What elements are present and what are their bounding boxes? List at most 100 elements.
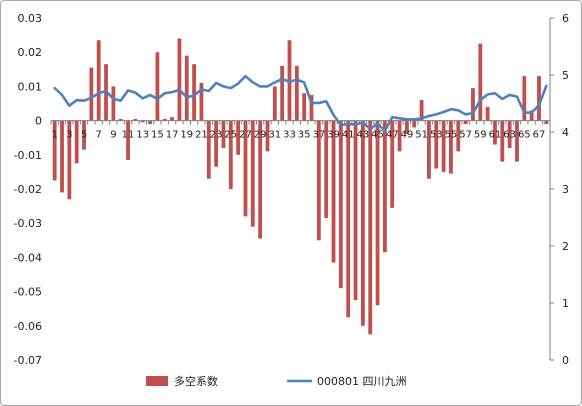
y-left-tick-label: -0.02 xyxy=(14,183,42,196)
bar xyxy=(456,120,461,152)
x-tick-label: 7 xyxy=(96,130,102,141)
bar xyxy=(236,120,241,155)
x-tick-label: 29 xyxy=(254,130,267,141)
x-tick-label: 33 xyxy=(283,130,296,141)
bar xyxy=(287,40,292,121)
x-tick-label: 39 xyxy=(327,130,340,141)
y-left-tick-label: 0.02 xyxy=(18,46,43,59)
right-y-axis-ticks: 6 5 4 3 2 1 0 xyxy=(550,12,569,367)
bar xyxy=(324,120,329,219)
y-right-tick-label: 4 xyxy=(562,126,569,139)
bar xyxy=(427,120,431,179)
bar xyxy=(529,110,534,121)
bar xyxy=(346,120,351,318)
x-tick-label: 55 xyxy=(445,130,458,141)
bar xyxy=(294,65,299,121)
x-tick-label: 21 xyxy=(195,130,208,141)
bar xyxy=(302,93,307,121)
y-right-tick-label: 5 xyxy=(562,69,569,82)
x-tick-label: 5 xyxy=(81,130,87,141)
y-left-tick-label: -0.01 xyxy=(14,149,42,162)
y-left-tick-label: -0.03 xyxy=(14,217,42,230)
x-tick-label: 53 xyxy=(430,130,443,141)
legend-bar-label: 多空系数 xyxy=(174,374,218,388)
bar xyxy=(522,76,527,121)
bar xyxy=(89,67,94,121)
x-tick-label: 51 xyxy=(415,130,428,141)
y-right-tick-label: 3 xyxy=(562,183,569,196)
y-left-tick-label: 0.01 xyxy=(18,80,43,93)
bar-series xyxy=(52,38,549,335)
x-tick-label: 23 xyxy=(210,130,223,141)
x-tick-label: 1 xyxy=(51,130,57,141)
y-left-tick-label: 0 xyxy=(35,115,42,128)
bar xyxy=(265,120,270,152)
bar xyxy=(412,120,417,128)
bar xyxy=(192,64,197,121)
x-tick-label: 41 xyxy=(342,130,355,141)
bar xyxy=(221,120,226,148)
bar xyxy=(133,118,138,121)
bar xyxy=(82,120,86,150)
bar xyxy=(96,40,101,121)
bar xyxy=(243,120,248,217)
x-tick-label: 3 xyxy=(66,130,72,141)
x-tick-label: 27 xyxy=(239,130,252,141)
x-tick-label: 45 xyxy=(371,130,384,141)
legend-bar-swatch xyxy=(146,376,168,386)
bar xyxy=(471,88,475,121)
x-tick-label: 19 xyxy=(180,130,193,141)
bar xyxy=(206,120,211,179)
x-tick-label: 17 xyxy=(166,130,179,141)
bar xyxy=(449,120,453,174)
x-tick-label: 11 xyxy=(122,130,135,141)
legend: 多空系数 000801 四川九洲 xyxy=(146,374,407,388)
x-tick-label: 61 xyxy=(489,130,502,141)
bar xyxy=(170,117,174,121)
bar xyxy=(515,120,519,162)
x-tick-label: 47 xyxy=(386,130,399,141)
bar xyxy=(353,120,358,301)
bar xyxy=(331,120,336,263)
y-left-tick-label: -0.07 xyxy=(14,354,42,367)
bar xyxy=(250,120,255,227)
bar xyxy=(390,120,395,208)
x-tick-label: 59 xyxy=(474,130,487,141)
bar xyxy=(485,106,490,121)
bar xyxy=(228,120,233,189)
left-y-axis-ticks: 0.03 0.02 0.01 0 -0.01 -0.02 -0.03 -0.04 -0.05 -0… xyxy=(14,12,42,367)
x-tick-label: 25 xyxy=(224,130,237,141)
bar xyxy=(74,120,79,164)
bar xyxy=(258,120,263,239)
y-left-tick-label: -0.06 xyxy=(14,320,42,333)
legend-line-label: 000801 四川九洲 xyxy=(317,375,407,388)
bar xyxy=(338,120,343,289)
x-tick-label: 65 xyxy=(518,130,531,141)
y-left-tick-label: 0.03 xyxy=(18,12,43,25)
bar xyxy=(375,120,380,306)
x-tick-label: 31 xyxy=(268,130,281,141)
line-series xyxy=(53,74,548,133)
bar xyxy=(177,38,182,121)
bar xyxy=(60,120,64,193)
bar xyxy=(316,120,321,241)
y-left-tick-label: -0.04 xyxy=(14,251,42,264)
y-right-tick-label: 0 xyxy=(562,354,569,367)
y-right-tick-label: 1 xyxy=(562,297,569,310)
bar xyxy=(544,120,549,125)
x-tick-label: 37 xyxy=(312,130,325,141)
bar xyxy=(272,86,277,121)
bar xyxy=(67,120,72,200)
bar xyxy=(155,52,160,121)
bar xyxy=(463,120,468,125)
x-tick-label: 67 xyxy=(533,130,546,141)
bar xyxy=(537,76,541,121)
y-right-tick-label: 2 xyxy=(562,240,569,253)
x-tick-label: 43 xyxy=(357,130,370,141)
bar xyxy=(397,120,402,152)
bar xyxy=(214,120,219,167)
x-tick-label: 13 xyxy=(136,130,149,141)
bar xyxy=(368,120,373,335)
bar xyxy=(405,120,409,135)
